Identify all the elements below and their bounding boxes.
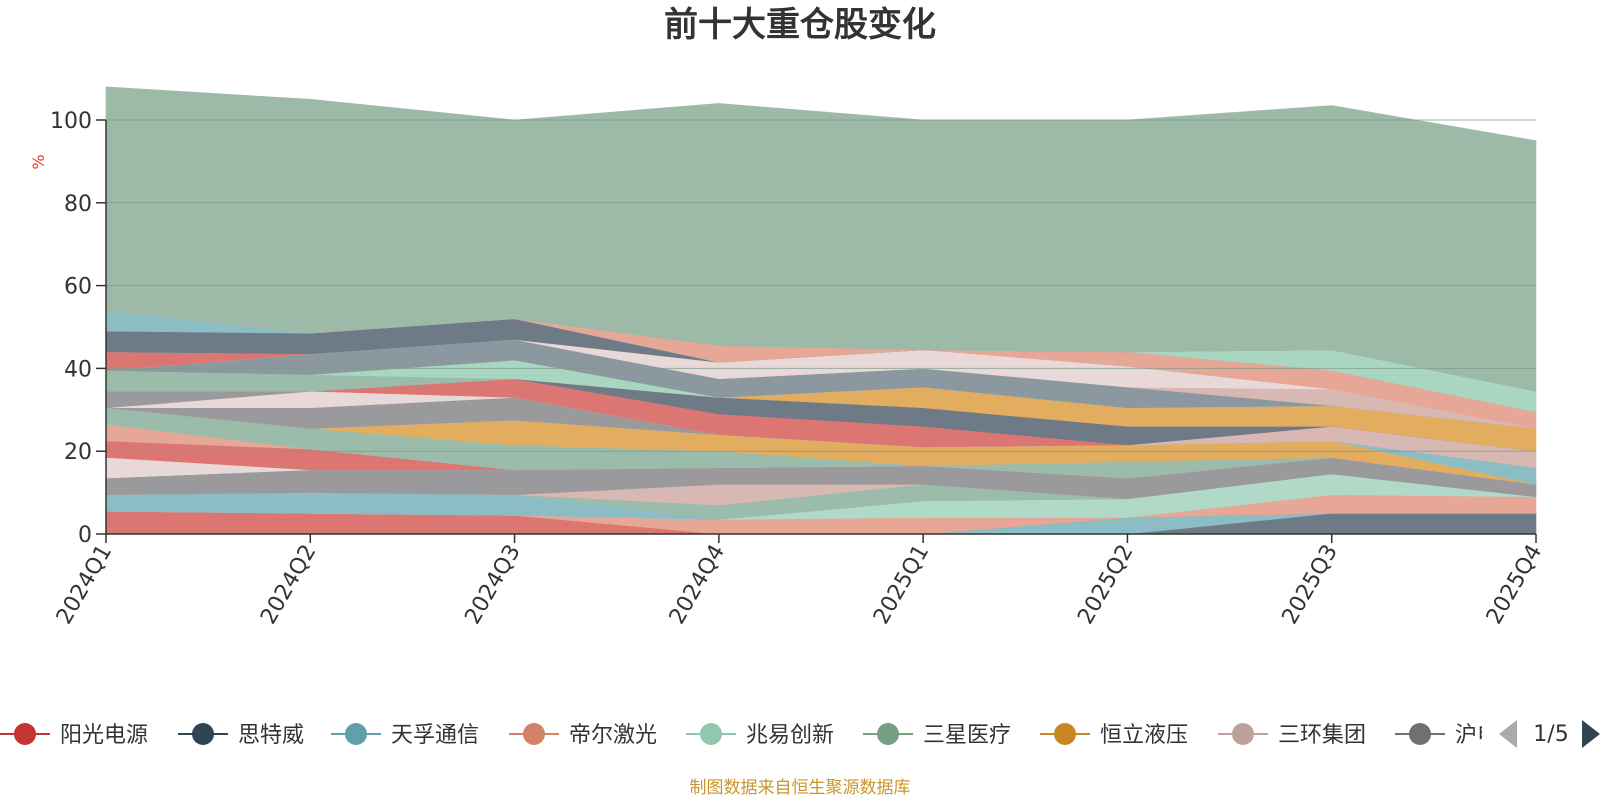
data-source-footer: 制图数据来自恒生聚源数据库 <box>690 778 911 798</box>
x-axis-ticks: 2024Q1 2024Q2 2024Q3 2024Q4 2025Q1 2025Q2 2025… <box>52 534 1547 629</box>
legend-marker-icon <box>1409 723 1431 745</box>
legend-marker-icon <box>700 723 722 745</box>
x-tick-label: 2025Q2 <box>1073 541 1138 629</box>
x-tick-label: 2025Q1 <box>869 541 934 629</box>
x-tick-label: 2024Q3 <box>460 541 525 629</box>
legend-marker-icon <box>1054 723 1076 745</box>
x-tick-label: 2024Q2 <box>256 541 321 629</box>
area-series-35 <box>105 86 1537 392</box>
legend-label: 阳光电源 <box>60 723 148 748</box>
axes <box>105 120 1536 535</box>
legend-item[interactable]: 帝尔激光 <box>509 723 657 748</box>
legend-label: 三星医疗 <box>923 723 1011 748</box>
x-tick-label: 2025Q3 <box>1278 541 1343 629</box>
chart-title: 前十大重仓股变化 <box>664 5 936 45</box>
y-tick-label: 100 <box>50 109 92 134</box>
legend-item[interactable]: 阳光电源 <box>0 723 148 748</box>
y-tick-label: 40 <box>64 357 92 382</box>
legend-label: 兆易创新 <box>746 723 834 748</box>
legend-marker-icon <box>1232 723 1254 745</box>
legend-item[interactable]: 思特威 <box>178 723 304 748</box>
legend-marker-icon <box>523 723 545 745</box>
legend: 阳光电源 思特威 天孚通信 帝尔激光 兆易创新 三星医疗 恒立液压 三环集团 沪电股份 <box>0 723 1543 748</box>
y-axis-ticks: 0 20 40 60 80 100 <box>50 109 106 548</box>
y-tick-label: 20 <box>64 440 92 465</box>
legend-next-page-icon[interactable] <box>1582 720 1600 748</box>
legend-label: 帝尔激光 <box>569 723 657 748</box>
x-tick-label: 2024Q1 <box>52 541 117 629</box>
legend-item[interactable]: 天孚通信 <box>331 723 479 748</box>
legend-prev-page-icon[interactable] <box>1499 720 1517 748</box>
x-tick-label: 2025Q4 <box>1482 541 1547 629</box>
y-tick-label: 80 <box>64 192 92 217</box>
legend-item[interactable]: 三星医疗 <box>863 723 1011 748</box>
legend-marker-icon <box>14 723 36 745</box>
legend-item[interactable]: 恒立液压 <box>1040 723 1188 748</box>
legend-item[interactable]: 沪电股份 <box>1395 723 1543 748</box>
y-tick-label: 0 <box>78 523 92 548</box>
legend-page-indicator: 1/5 <box>1533 722 1568 747</box>
legend-label: 思特威 <box>238 723 304 748</box>
legend-label: 沪电股份 <box>1455 723 1543 748</box>
legend-marker-icon <box>192 723 214 745</box>
area-series-group <box>105 86 1537 535</box>
y-axis-unit-label: % <box>29 154 48 169</box>
legend-label: 三环集团 <box>1278 723 1366 748</box>
y-tick-label: 60 <box>64 275 92 300</box>
legend-item[interactable]: 兆易创新 <box>686 723 834 748</box>
grid-lines <box>106 119 1536 452</box>
legend-label: 天孚通信 <box>391 723 479 748</box>
x-tick-label: 2024Q4 <box>665 541 730 629</box>
legend-pager: 1/5 <box>1499 720 1600 748</box>
legend-item[interactable]: 三环集团 <box>1218 723 1366 748</box>
legend-label: 恒立液压 <box>1100 723 1188 748</box>
legend-marker-icon <box>877 723 899 745</box>
legend-marker-icon <box>345 723 367 745</box>
